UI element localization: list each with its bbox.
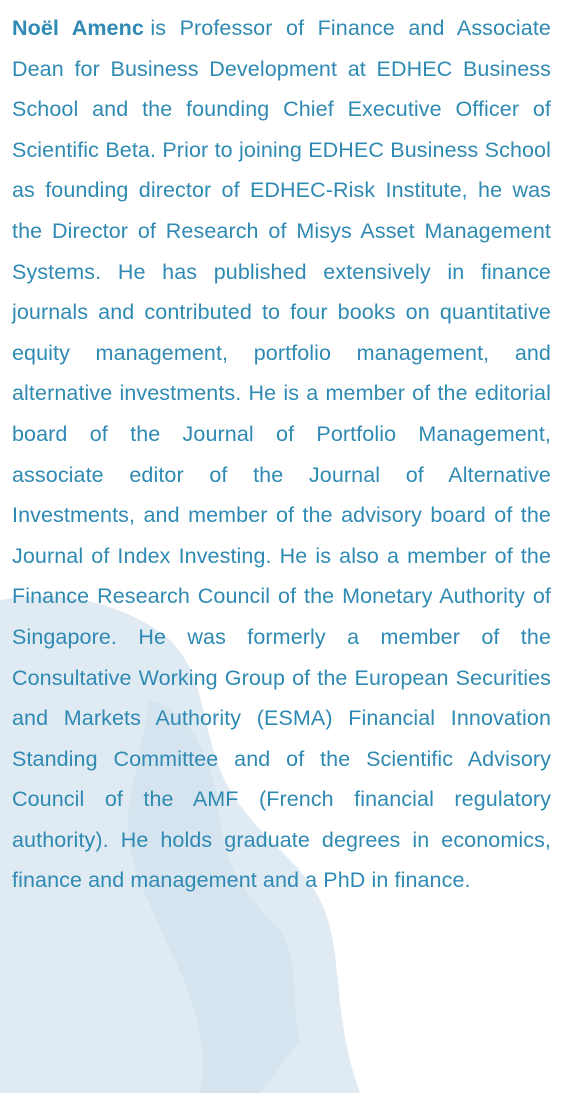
- page: Noël Amencis Professor of Finance and As…: [0, 0, 561, 1093]
- bio-text: is Professor of Finance and Associate De…: [12, 16, 551, 892]
- person-name: Noël Amenc: [12, 16, 144, 40]
